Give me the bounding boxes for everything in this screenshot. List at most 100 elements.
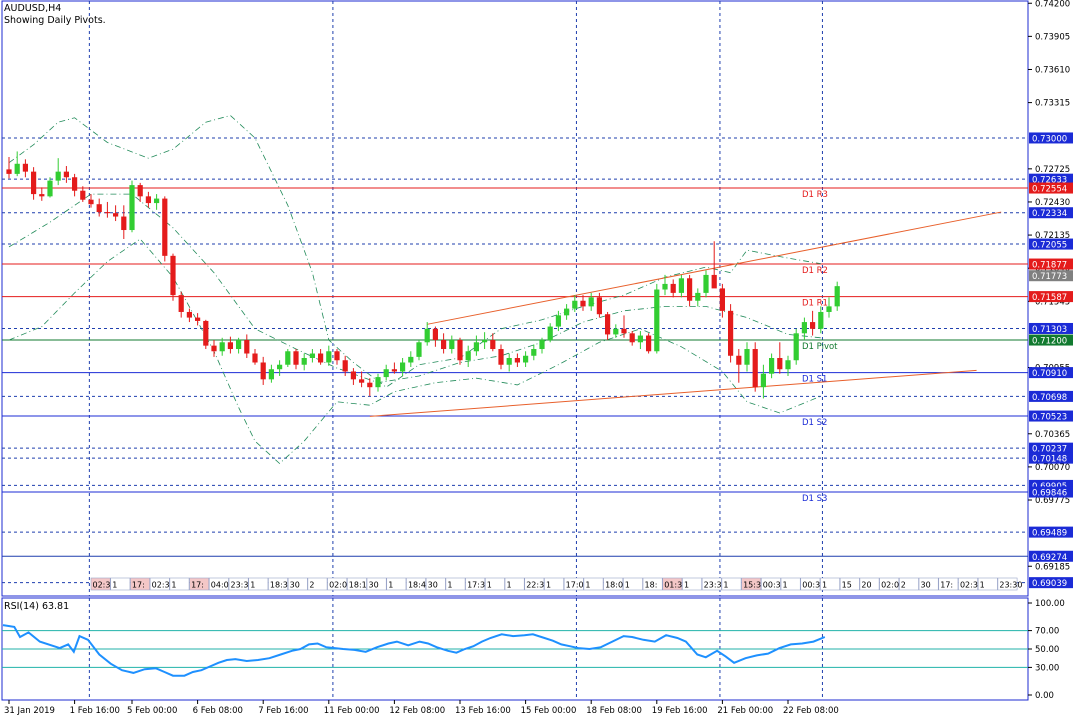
candle-body <box>473 342 479 352</box>
time-strip-cell <box>208 577 229 591</box>
rsi-tick-label: 100.00 <box>1035 599 1065 609</box>
candle-body <box>96 204 102 213</box>
price-tag-box <box>1029 238 1073 250</box>
candle-body <box>285 351 291 365</box>
candle-body <box>162 198 168 256</box>
candle-body <box>613 328 619 335</box>
chart-symbol-label: AUDUSD,H4 <box>4 3 62 14</box>
time-strip-label: 17:30 <box>467 581 490 590</box>
candle-body <box>367 382 373 388</box>
candle-body <box>793 333 799 361</box>
price-tag-box <box>1029 334 1073 346</box>
time-strip-label: 23:30 <box>704 581 727 590</box>
candle-body <box>211 345 217 352</box>
candle-body <box>252 353 258 363</box>
time-strip-cell <box>287 577 308 591</box>
time-strip-label: 04:00 <box>211 581 234 590</box>
candle-body <box>539 340 545 350</box>
time-strip-label: 1 <box>684 581 689 590</box>
time-strip-label: 02:30 <box>152 581 175 590</box>
candle-body <box>113 213 119 217</box>
candle-body <box>646 335 652 352</box>
time-strip-label: 18: <box>645 581 658 590</box>
candle-body <box>301 358 307 365</box>
price-tag-box <box>1029 486 1073 498</box>
time-strip-cell <box>859 577 880 591</box>
time-strip-label: 02:00 <box>881 581 904 590</box>
price-tick-label: 0.73905 <box>1035 32 1070 42</box>
price-tag-box <box>1029 452 1073 464</box>
candle-body <box>744 349 750 365</box>
candle-body <box>719 288 725 311</box>
time-strip-cell <box>248 577 269 591</box>
candle-body <box>752 349 758 388</box>
price-tag-box <box>1029 577 1073 589</box>
candle-body <box>6 169 12 174</box>
price-tag-label: 0.69846 <box>1032 489 1067 499</box>
time-strip-cell <box>662 577 683 591</box>
time-strip-cell <box>327 577 348 591</box>
time-strip-label: 00:30 <box>802 581 825 590</box>
candle-body <box>318 353 324 363</box>
candle-body <box>654 289 660 352</box>
candle-body <box>801 322 807 334</box>
candle-body <box>334 351 340 361</box>
price-tick-label: 0.72430 <box>1035 198 1070 208</box>
pivot-level-label: D1 R3 <box>802 190 828 200</box>
candle-body <box>678 278 684 293</box>
time-strip-label: 23:30 <box>999 581 1022 590</box>
candle-body <box>400 362 406 372</box>
candle-body <box>326 351 332 363</box>
candle-body <box>293 351 299 365</box>
price-tag-label: 0.71877 <box>1032 261 1067 271</box>
rsi-tick-label: 70.00 <box>1035 627 1059 637</box>
price-tick-label: 0.70365 <box>1035 430 1070 440</box>
x-axis-date-label: 11 Feb 00:00 <box>324 706 380 716</box>
time-strip-cell <box>484 577 505 591</box>
candle-body <box>482 340 488 343</box>
candle-body <box>629 333 635 343</box>
time-strip-label: 2 <box>309 581 314 590</box>
candle-body <box>277 364 283 370</box>
candle-body <box>555 315 561 327</box>
price-tag-label: 0.70523 <box>1032 413 1067 423</box>
time-strip-label: 1 <box>546 581 551 590</box>
candle-body <box>129 185 135 231</box>
candle-body <box>14 163 20 174</box>
time-strip-cell <box>603 577 624 591</box>
price-tag-box <box>1029 132 1073 144</box>
candle-body <box>236 340 242 350</box>
time-strip-label: 1 <box>388 581 393 590</box>
price-tag-label: 0.70237 <box>1032 445 1067 455</box>
time-strip-label: 1 <box>822 581 827 590</box>
price-tag-box <box>1029 410 1073 422</box>
candle-body <box>88 199 94 205</box>
candle-body <box>523 355 529 363</box>
time-strip-label: 1 <box>980 581 985 590</box>
price-tag-box <box>1029 270 1073 282</box>
time-strip-cell <box>406 577 426 591</box>
time-strip-label: 1 <box>507 581 512 590</box>
candle-body <box>596 297 602 315</box>
time-strip-label: 22:30 <box>526 581 549 590</box>
candle-body <box>588 297 594 307</box>
price-tag-label: 0.72554 <box>1032 185 1067 195</box>
time-strip-cell <box>623 577 643 591</box>
time-strip-label: 15:30 <box>743 581 766 590</box>
price-tag-label: 0.72055 <box>1032 241 1067 251</box>
candle-body <box>391 369 397 372</box>
price-tag-box <box>1029 173 1073 185</box>
candle-body <box>104 212 110 214</box>
candle-body <box>72 177 78 191</box>
time-strip-cell <box>800 577 821 591</box>
envelope-middle-line <box>8 193 821 384</box>
pivot-level-label: D1 S2 <box>802 418 827 428</box>
price-tag-box <box>1029 390 1073 402</box>
rsi-tick-label: 0.00 <box>1035 691 1054 701</box>
envelope-lower-line <box>8 238 821 465</box>
candle-body <box>621 328 627 334</box>
time-strip-cell <box>346 577 367 591</box>
time-strip-cell <box>780 577 801 591</box>
candle-body <box>498 349 504 365</box>
